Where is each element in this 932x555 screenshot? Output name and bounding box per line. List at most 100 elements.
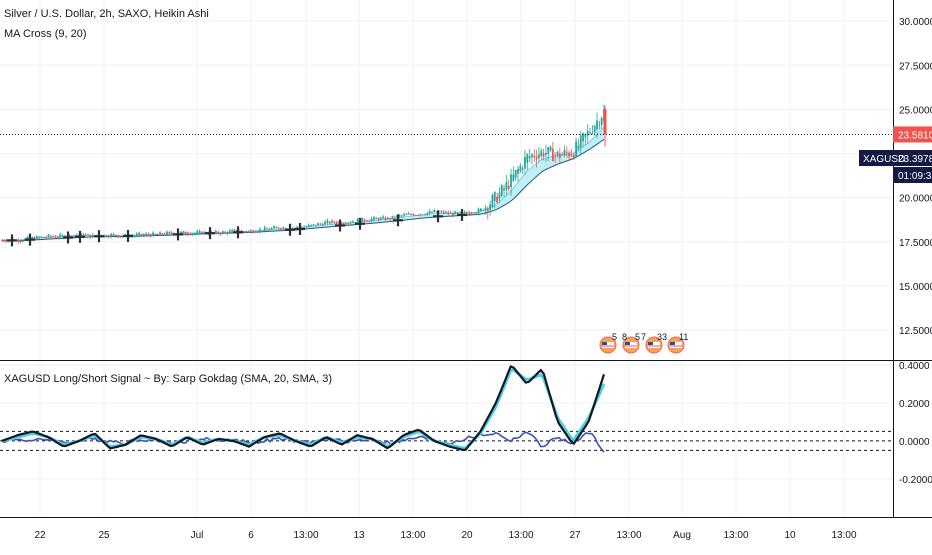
candle-body — [410, 213, 412, 215]
candle-body — [217, 231, 220, 234]
candle-body — [398, 215, 401, 217]
candle-body — [335, 222, 338, 224]
candle-body — [584, 133, 587, 138]
candle-body — [524, 156, 526, 169]
candle-body — [366, 220, 368, 222]
candle-body — [149, 234, 152, 237]
candle-body — [463, 212, 466, 214]
time-tick-label: 13:00 — [400, 530, 425, 541]
candle-body — [549, 146, 552, 151]
candles — [1, 104, 607, 244]
countdown-text: 01:09:32 — [898, 171, 932, 182]
candle-body — [331, 220, 333, 223]
candle-body — [142, 234, 145, 236]
candle-body — [600, 117, 603, 125]
candle-body — [38, 237, 41, 239]
osc-tick-label: 0.2000 — [899, 399, 930, 410]
candle-body — [340, 222, 343, 225]
candle-body — [435, 211, 438, 213]
candle-body — [400, 215, 403, 217]
candle-body — [291, 228, 294, 230]
candle-body — [135, 233, 138, 236]
event-flag — [602, 342, 614, 348]
candle-body — [498, 192, 501, 200]
axes[interactable]: 30.0000 27.5000 25.0000 20.0000 17.5000 15.00… — [34, 17, 932, 541]
candle-body — [551, 148, 554, 162]
candle-body — [249, 230, 252, 232]
candle-body — [40, 236, 43, 238]
candle-body — [240, 230, 243, 232]
candle-body — [496, 196, 498, 203]
time-tick-label: 20 — [461, 530, 473, 541]
candle-body — [521, 168, 524, 170]
event-flag — [625, 342, 637, 348]
candle-body — [247, 230, 250, 232]
candle-body — [507, 185, 510, 189]
candle-body — [35, 236, 38, 239]
cross-markers — [7, 208, 467, 247]
candle-body — [73, 235, 75, 237]
candle-body — [191, 233, 194, 235]
candle-body — [479, 208, 482, 211]
osc-tick-label: 0.0000 — [899, 437, 930, 448]
candle-body — [166, 231, 168, 235]
candle-body — [275, 227, 278, 229]
candle-body — [363, 219, 366, 221]
candle-body — [345, 223, 347, 225]
candle-body — [540, 150, 543, 157]
candle-body — [277, 227, 280, 229]
candle-body — [221, 231, 224, 234]
candle-body — [196, 231, 199, 234]
candle-body — [233, 229, 236, 231]
candle-body — [56, 237, 59, 239]
time-tick-label: 13 — [353, 530, 365, 541]
candle-body — [417, 214, 419, 216]
candle-body — [256, 231, 259, 233]
candle-body — [161, 233, 164, 235]
candle-body — [42, 236, 45, 238]
event-flag-canton — [670, 342, 675, 345]
candle-body — [280, 228, 282, 230]
candle-body — [472, 213, 475, 215]
candle-body — [465, 212, 468, 214]
symbol-text: XAGUSD — [863, 154, 905, 165]
candle-body — [1, 240, 3, 241]
candle-body — [596, 120, 598, 130]
candle-body — [391, 215, 394, 219]
candle-body — [575, 141, 578, 157]
candle-body — [445, 211, 447, 213]
candle-body — [456, 212, 459, 214]
last-price-badge — [893, 126, 932, 143]
candle-body — [403, 214, 406, 216]
candle-body — [326, 220, 329, 224]
candle-body — [382, 216, 385, 219]
candle-body — [407, 213, 410, 215]
candle-body — [61, 235, 64, 237]
candle-body — [405, 214, 408, 216]
candle-body — [447, 212, 450, 214]
candle-body — [182, 231, 185, 233]
candle-body — [431, 212, 433, 214]
candle-body — [321, 223, 324, 226]
candle-body — [200, 231, 203, 235]
candle-body — [519, 165, 522, 172]
candle-body — [512, 174, 515, 181]
price-tick-label: 25.0000 — [899, 105, 932, 116]
candle-body — [114, 234, 117, 236]
candle-body — [152, 232, 154, 236]
time-tick-label: 13:00 — [508, 530, 533, 541]
candle-body — [154, 233, 157, 235]
candle-body — [87, 234, 89, 236]
candle-body — [452, 212, 454, 216]
candle-body — [31, 237, 34, 239]
candle-body — [500, 185, 503, 197]
candle-body — [535, 156, 538, 160]
candle-body — [112, 234, 115, 236]
candle-body — [228, 230, 231, 233]
candle-body — [26, 236, 29, 240]
candle-body — [259, 229, 261, 233]
candle-body — [307, 224, 310, 227]
candle-body — [440, 211, 443, 213]
